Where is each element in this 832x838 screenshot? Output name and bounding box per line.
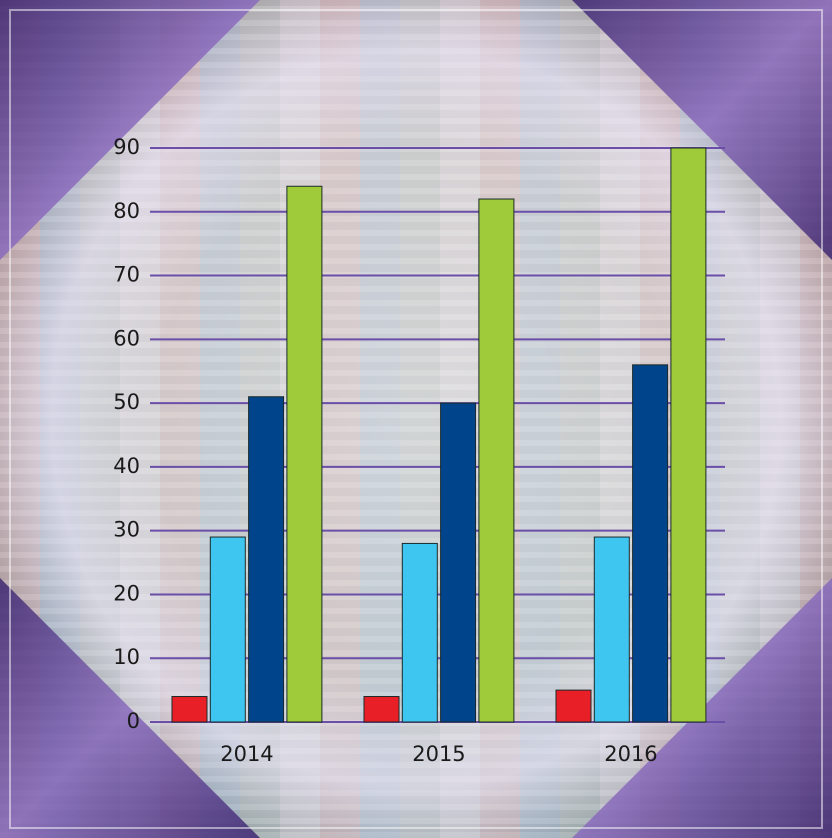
y-tick-label: 60	[113, 326, 140, 350]
y-tick-label: 50	[113, 390, 140, 414]
y-tick-label: 80	[113, 199, 140, 223]
bar	[555, 689, 592, 723]
y-tick-label: 40	[113, 454, 140, 478]
x-tick-label: 2016	[604, 742, 657, 766]
bar	[209, 536, 246, 723]
bar	[670, 147, 707, 723]
y-tick-label: 20	[113, 581, 140, 605]
x-tick-label: 2015	[412, 742, 465, 766]
bar	[478, 198, 515, 723]
bar	[440, 402, 477, 723]
y-tick-label: 10	[113, 645, 140, 669]
bar	[248, 396, 285, 723]
y-tick-label: 70	[113, 263, 140, 287]
bar	[363, 695, 400, 723]
y-tick-label: 30	[113, 518, 140, 542]
bar	[593, 536, 630, 723]
bar	[632, 364, 669, 723]
x-tick-label: 2014	[220, 742, 273, 766]
bar	[286, 185, 323, 723]
y-tick-label: 90	[113, 135, 140, 159]
bar	[401, 542, 438, 723]
y-tick-label: 0	[127, 709, 140, 733]
bar	[171, 695, 208, 723]
